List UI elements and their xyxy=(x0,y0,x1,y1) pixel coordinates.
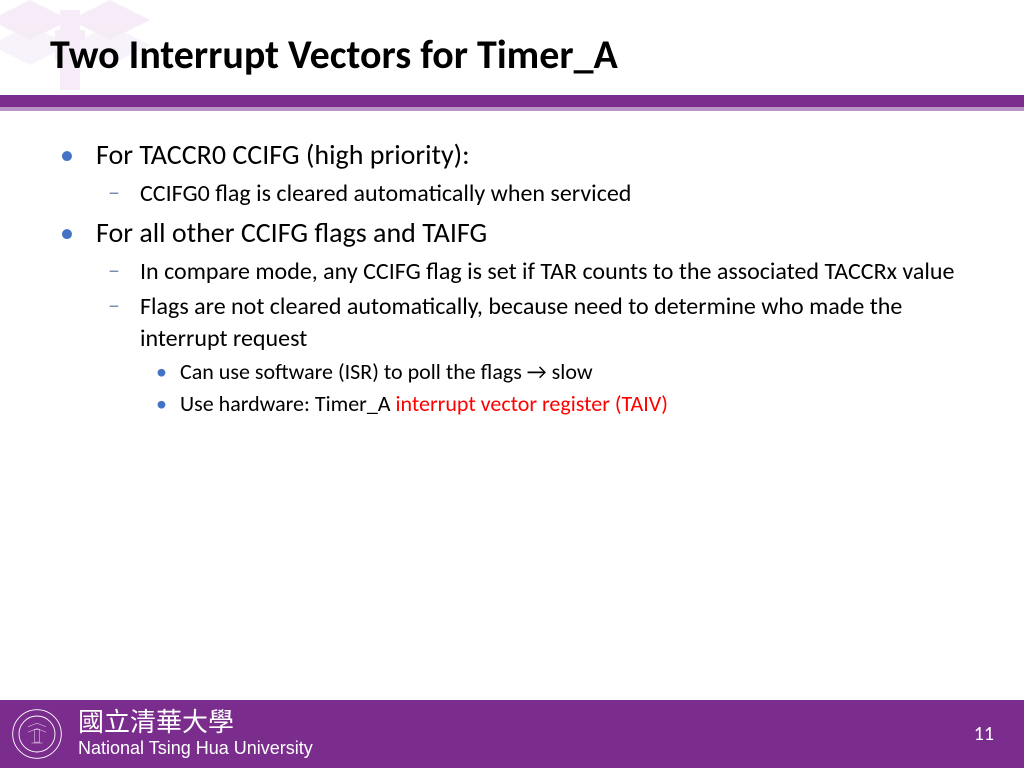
page-number: 11 xyxy=(974,722,994,746)
dash-marker: – xyxy=(108,178,140,209)
highlight-text: interrupt vector register (TAIV) xyxy=(396,390,668,417)
text-part: Use hardware: Timer_A xyxy=(180,390,396,417)
university-name-en: National Tsing Hua University xyxy=(78,738,974,759)
bullet-text: CCIFG0 flag is cleared automatically whe… xyxy=(140,178,631,209)
footer-text-block: 國立清華大學 National Tsing Hua University xyxy=(78,710,974,759)
university-name-cn: 國立清華大學 xyxy=(78,710,974,736)
slide-footer: 國立清華大學 National Tsing Hua University 11 xyxy=(0,700,1024,768)
dash-marker: – xyxy=(108,291,140,353)
bullet-level2: – In compare mode, any CCIFG flag is set… xyxy=(108,256,964,287)
bullet-text: In compare mode, any CCIFG flag is set i… xyxy=(140,256,954,287)
bullet-level2: – Flags are not cleared automatically, b… xyxy=(108,291,964,353)
bullet-marker: • xyxy=(156,390,180,419)
content-area: • For TACCR0 CCIFG (high priority): – CC… xyxy=(0,111,1024,419)
bullet-text: Can use software (ISR) to poll the flags… xyxy=(180,358,593,387)
bullet-level3: • Can use software (ISR) to poll the fla… xyxy=(156,358,964,387)
bullet-level1: • For all other CCIFG flags and TAIFG xyxy=(60,215,964,250)
bullet-marker: • xyxy=(156,358,180,387)
bullet-text: For TACCR0 CCIFG (high priority): xyxy=(96,137,470,172)
university-seal-icon xyxy=(10,707,64,761)
bullet-text: For all other CCIFG flags and TAIFG xyxy=(96,215,487,250)
bullet-text: Use hardware: Timer_A interrupt vector r… xyxy=(180,390,668,419)
bullet-text: Flags are not cleared automatically, bec… xyxy=(140,291,964,353)
title-area: Two Interrupt Vectors for Timer_A xyxy=(0,0,1024,89)
dash-marker: – xyxy=(108,256,140,287)
bullet-level3: • Use hardware: Timer_A interrupt vector… xyxy=(156,390,964,419)
bullet-marker: • xyxy=(60,137,96,172)
title-divider xyxy=(0,95,1024,107)
bullet-level2: – CCIFG0 flag is cleared automatically w… xyxy=(108,178,964,209)
bullet-level1: • For TACCR0 CCIFG (high priority): xyxy=(60,137,964,172)
bullet-marker: • xyxy=(60,215,96,250)
slide-title: Two Interrupt Vectors for Timer_A xyxy=(50,30,974,79)
